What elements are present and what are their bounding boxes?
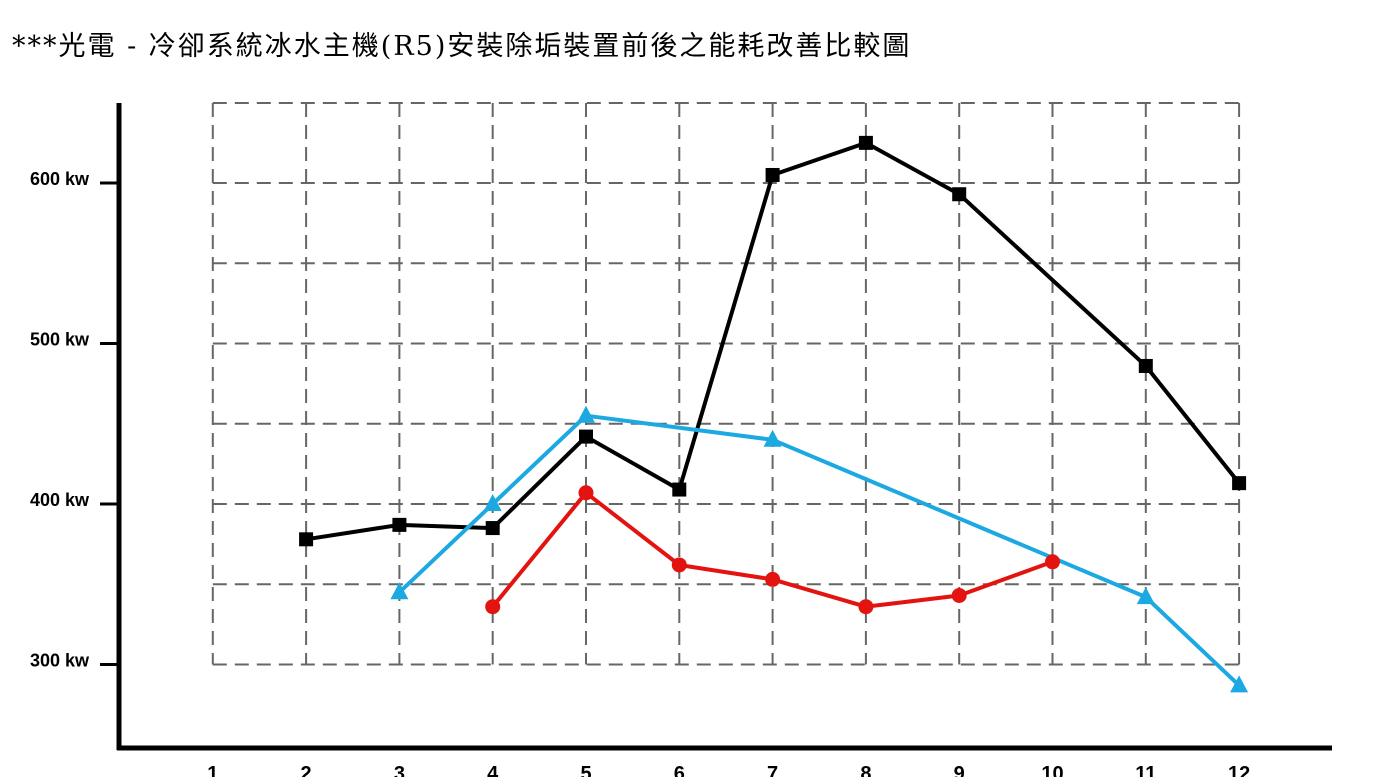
data-point bbox=[483, 494, 502, 511]
data-point bbox=[578, 485, 594, 501]
y-tick-label: 500 kw bbox=[30, 330, 90, 350]
series-circle-2 bbox=[485, 485, 1060, 615]
x-tick-label: 11 bbox=[1135, 763, 1156, 777]
data-point bbox=[765, 571, 781, 587]
data-point bbox=[1232, 476, 1247, 491]
x-tick-label: 4 bbox=[487, 763, 499, 777]
grid bbox=[211, 102, 1241, 666]
series-triangle-1 bbox=[390, 405, 1249, 693]
data-point bbox=[579, 429, 593, 444]
data-point bbox=[1136, 587, 1155, 605]
data-point bbox=[672, 482, 687, 497]
x-tick-label: 2 bbox=[301, 763, 312, 777]
data-point bbox=[765, 167, 780, 182]
x-tick-label: 3 bbox=[394, 763, 405, 777]
data-point bbox=[1138, 358, 1153, 373]
axes bbox=[116, 103, 1332, 751]
x-tick-label: 1 bbox=[207, 763, 218, 777]
data-point bbox=[952, 187, 967, 202]
y-tick-label: 600 kw bbox=[30, 169, 90, 189]
series-square-0 bbox=[299, 135, 1247, 547]
chart-title: ***光電 - 冷卻系統冰水主機(R5)安裝除垢裝置前後之能耗改善比較圖 bbox=[12, 31, 911, 62]
x-axis-ticks: 1 2 3 4 5 6 7 8 9 10 11 12 bbox=[207, 763, 1250, 777]
data-point bbox=[390, 582, 409, 600]
x-tick-label: 8 bbox=[860, 763, 871, 777]
x-tick-label: 12 bbox=[1228, 763, 1250, 777]
data-point bbox=[577, 405, 595, 423]
data-point bbox=[951, 587, 967, 603]
data-point bbox=[392, 517, 407, 532]
y-axis-ticks: 600 kw 500 kw 400 kw 300 kw bbox=[30, 169, 119, 671]
y-tick-label: 300 kw bbox=[30, 651, 90, 671]
series-line bbox=[305, 140, 1241, 542]
series-line bbox=[398, 413, 1241, 687]
data-point bbox=[1045, 554, 1060, 570]
x-tick-label: 7 bbox=[767, 763, 778, 777]
x-tick-label: 10 bbox=[1041, 763, 1063, 777]
data-point bbox=[299, 532, 314, 547]
data-point bbox=[485, 521, 500, 536]
data-point bbox=[485, 599, 501, 615]
data-point bbox=[763, 429, 782, 447]
data-point bbox=[858, 135, 873, 150]
data-point bbox=[671, 557, 687, 573]
series-group bbox=[299, 135, 1249, 693]
y-tick-label: 400 kw bbox=[30, 490, 90, 510]
data-point bbox=[858, 599, 874, 615]
x-tick-label: 5 bbox=[580, 763, 591, 777]
x-tick-label: 6 bbox=[674, 763, 685, 777]
data-point bbox=[1230, 675, 1249, 693]
x-tick-label: 9 bbox=[954, 763, 965, 777]
